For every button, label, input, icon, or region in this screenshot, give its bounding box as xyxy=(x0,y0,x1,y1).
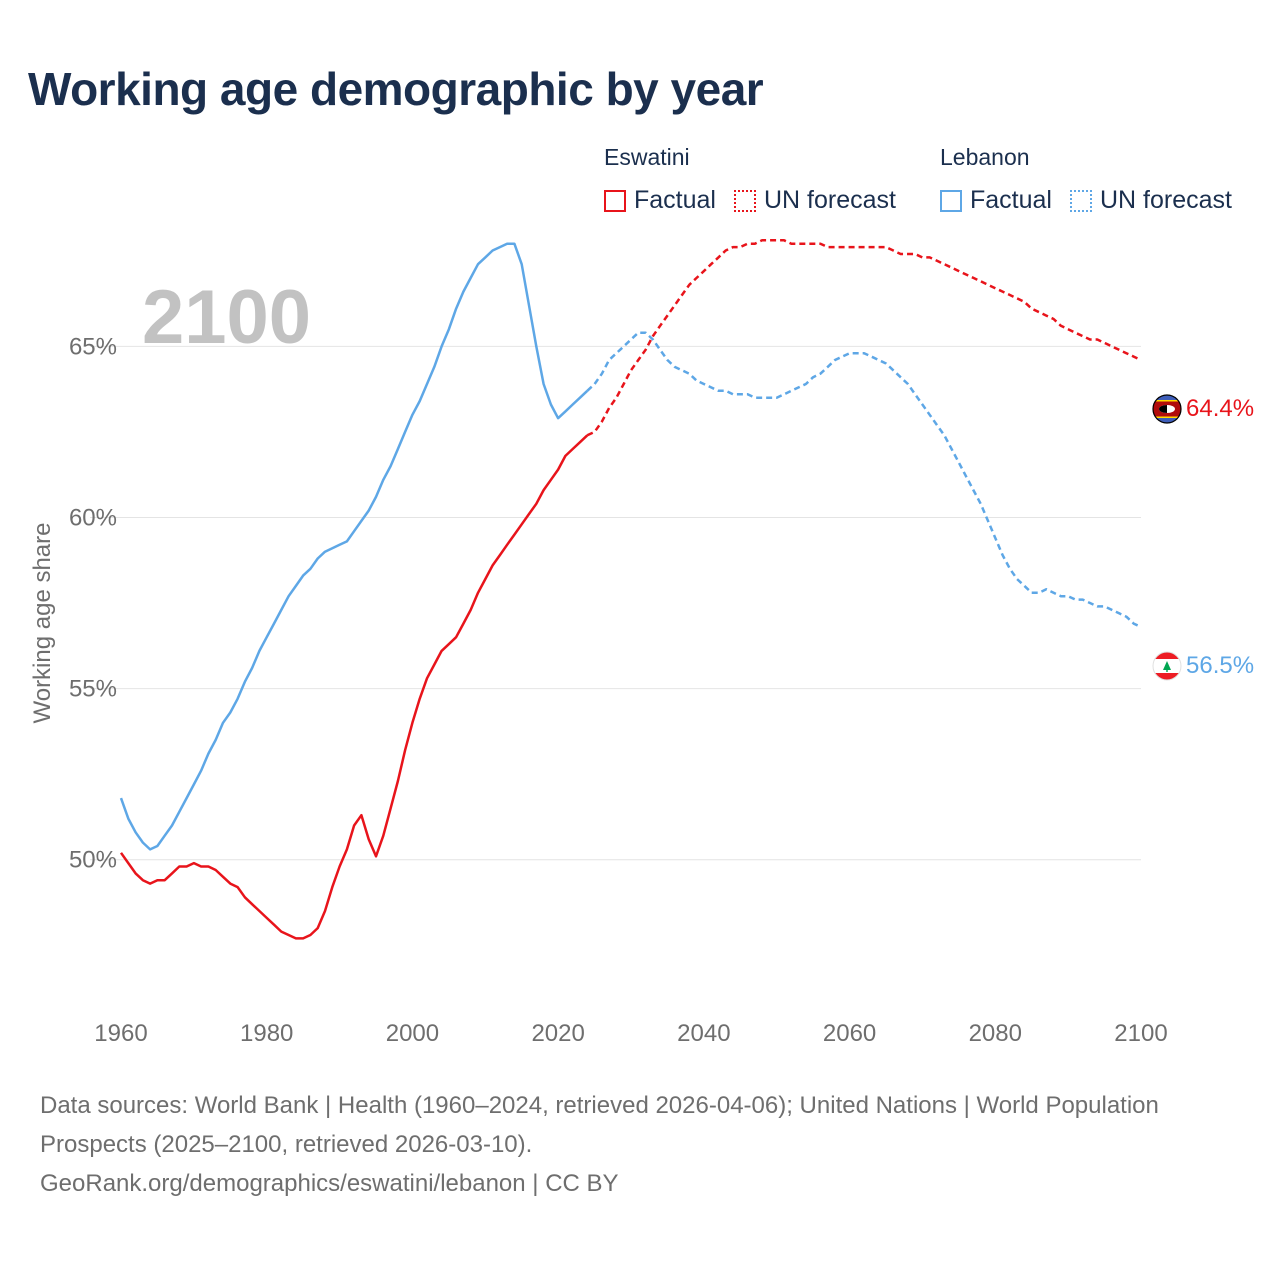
x-tick-label: 1960 xyxy=(94,1020,147,1047)
y-tick-label: 60% xyxy=(69,504,117,531)
series-line-eswatini-factual[interactable] xyxy=(119,434,589,940)
attribution-link[interactable]: GeoRank.org/demographics/eswatini/lebano… xyxy=(40,1170,619,1197)
legend-swatch-solid xyxy=(604,189,626,212)
x-tick-label: 2040 xyxy=(677,1020,730,1047)
y-tick-label: 65% xyxy=(69,333,117,360)
y-axis-title: Working age share xyxy=(29,523,56,724)
legend-swatch-dotted xyxy=(1069,189,1092,212)
legend-item-eswatini-forecast[interactable]: UN forecast xyxy=(733,186,896,215)
legend-swatch-solid xyxy=(940,189,962,212)
data-sources-text: Data sources: World Bank | Health (1960–… xyxy=(40,1092,1159,1158)
x-tick-label: 2100 xyxy=(1114,1020,1167,1047)
legend-item-lebanon-forecast[interactable]: UN forecast xyxy=(1069,186,1232,215)
x-tick-label: 2080 xyxy=(969,1020,1022,1047)
legend-item-eswatini-factual[interactable]: Factual xyxy=(604,186,716,215)
x-tick-label: 2020 xyxy=(531,1020,584,1047)
series-line-lebanon-factual[interactable] xyxy=(119,242,589,851)
chart-title: Working age demographic by year xyxy=(28,63,764,115)
y-tick-label: 55% xyxy=(69,676,117,703)
eswatini-flag xyxy=(1152,394,1182,424)
end-label-lebanon: 56.5% xyxy=(1186,652,1254,679)
series-line-lebanon-forecast[interactable] xyxy=(586,331,1142,629)
lebanon-flag xyxy=(1152,651,1182,681)
y-tick-label: 50% xyxy=(69,847,117,874)
series-line-eswatini-forecast[interactable] xyxy=(586,239,1142,437)
legend-item-lebanon-factual[interactable]: Factual xyxy=(940,186,1052,215)
legend-group-title: Eswatini xyxy=(604,144,690,170)
footer: Data sources: World Bank | Health (1960–… xyxy=(40,1086,1220,1203)
year-watermark: 2100 xyxy=(142,275,311,360)
legend-label: Factual xyxy=(634,186,716,214)
legend-group-eswatini: Eswatini Factual UN forecast xyxy=(604,144,914,215)
legend-label: UN forecast xyxy=(1099,186,1232,214)
end-label-eswatini: 64.4% xyxy=(1186,395,1254,422)
legend-swatch-dotted xyxy=(733,189,756,212)
x-tick-label: 2000 xyxy=(386,1020,439,1047)
legend-group-lebanon: Lebanon Factual UN forecast xyxy=(940,144,1250,215)
legend-group-title: Lebanon xyxy=(940,144,1030,170)
legend-label: Factual xyxy=(970,186,1052,214)
legend-label: UN forecast xyxy=(763,186,896,214)
x-tick-label: 1980 xyxy=(240,1020,293,1047)
line-chart: 50% 55% 60% 65% 1960 1980 2000 2020 2040 2060 2080… xyxy=(29,239,1254,1047)
x-tick-label: 2060 xyxy=(823,1020,876,1047)
